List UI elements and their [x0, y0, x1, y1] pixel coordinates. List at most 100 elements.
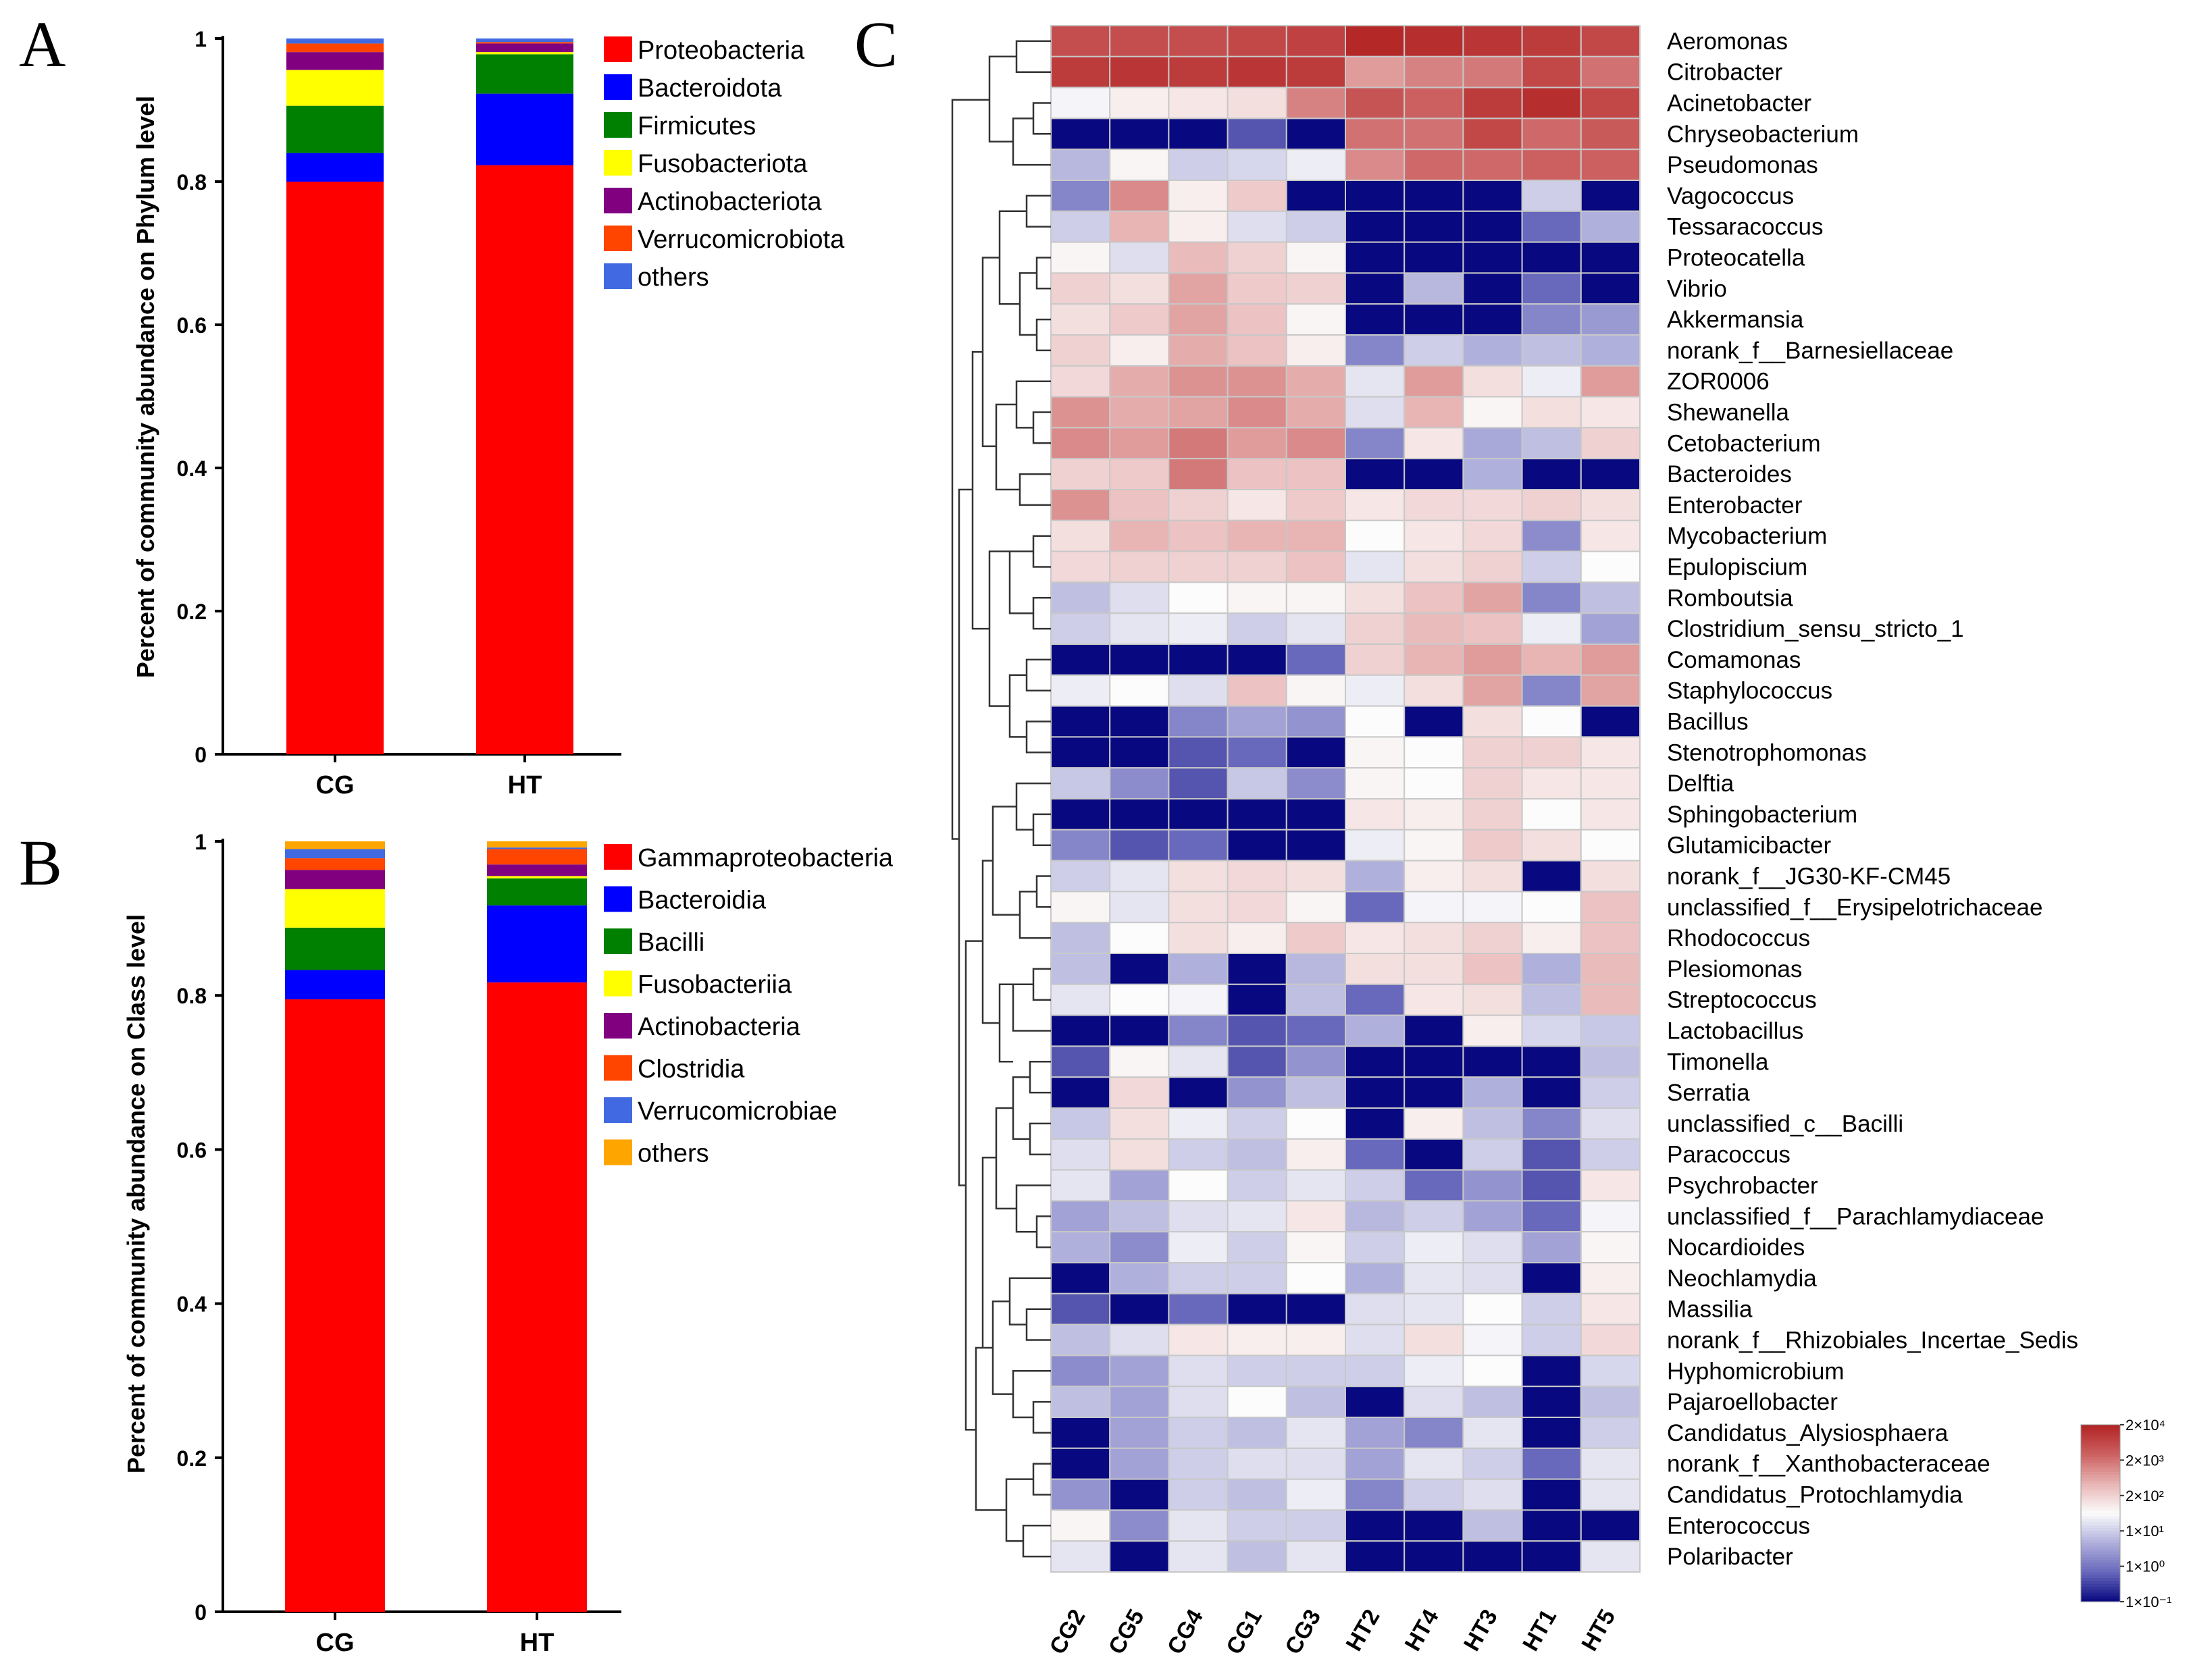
heatmap-cell: [1345, 1323, 1406, 1357]
heatmap-cell: [1345, 798, 1406, 831]
heatmap-cell: [1462, 334, 1523, 367]
heatmap-cell: [1521, 1045, 1582, 1078]
heatmap-cell: [1403, 1355, 1464, 1388]
heatmap-cell: [1521, 581, 1582, 614]
heatmap-cell: [1580, 1200, 1641, 1233]
genus-label: Stenotrophomonas: [1667, 739, 1867, 766]
heatmap-cell: [1580, 1447, 1641, 1480]
heatmap-cell: [1050, 612, 1111, 646]
heatmap-cell: [1285, 1292, 1347, 1325]
heatmap-cell: [1050, 1169, 1111, 1202]
heatmap-cell: [1403, 612, 1464, 646]
colorbar-segment: [2081, 1427, 2120, 1432]
genus-label: Pseudomonas: [1667, 152, 1818, 178]
genus-label: Hyphomicrobium: [1667, 1358, 1845, 1384]
phylum-y-axis-title: Percent of community abundance on Phylum…: [132, 96, 159, 678]
heatmap-cell: [1285, 1076, 1347, 1109]
heatmap-cell: [1285, 272, 1347, 305]
colorbar-segment: [2081, 1484, 2120, 1488]
heatmap-cell: [1345, 1200, 1406, 1233]
heatmap-cell: [1168, 489, 1229, 521]
bar-segment-HT-Bacteroidia: [487, 905, 587, 982]
heatmap-cell: [1109, 25, 1170, 57]
heatmap-cell: [1521, 612, 1582, 646]
heatmap-cell: [1580, 241, 1641, 274]
dendrogram-branch: [1025, 720, 1051, 754]
heatmap-cell: [1050, 272, 1111, 305]
heatmap-cell: [1109, 1200, 1170, 1233]
y-tick-label: 0: [195, 1600, 207, 1625]
colorbar-segment: [2081, 1575, 2120, 1579]
heatmap-cell: [1580, 272, 1641, 305]
heatmap-cell: [1285, 1262, 1347, 1294]
heatmap-cell: [1521, 1107, 1582, 1140]
heatmap-cell: [1227, 55, 1287, 88]
heatmap-cell: [1521, 396, 1582, 429]
colorbar-segment: [2081, 1578, 2120, 1582]
heatmap-cell: [1521, 798, 1582, 831]
colorbar-segment: [2081, 1434, 2120, 1438]
heatmap-cell: [1168, 1076, 1229, 1109]
heatmap-cell: [1168, 272, 1229, 305]
heatmap-cell: [1462, 798, 1523, 831]
heatmap-cell: [1580, 550, 1641, 583]
heatmap-cell: [1580, 55, 1641, 88]
heatmap-cell: [1168, 365, 1229, 398]
heatmap-cell: [1109, 1169, 1170, 1202]
heatmap-cell: [1285, 1478, 1347, 1511]
heatmap-cell: [1050, 644, 1111, 676]
heatmap-cell: [1050, 303, 1111, 336]
heatmap-cell: [1050, 829, 1111, 862]
legend-label: others: [638, 1140, 709, 1168]
dendrogram-branch: [1015, 1184, 1051, 1233]
heatmap-cell: [1285, 1509, 1347, 1542]
colorbar-segment: [2081, 1519, 2120, 1523]
heatmap-cell: [1109, 55, 1170, 88]
heatmap-cell: [1227, 767, 1287, 799]
legend-swatch: [604, 263, 632, 289]
dendrogram-branch: [1032, 968, 1051, 1001]
heatmap-cell: [1403, 458, 1464, 491]
heatmap-cell: [1168, 953, 1229, 985]
heatmap-cell: [1580, 1107, 1641, 1140]
heatmap-cell: [1345, 303, 1406, 336]
genus-label: norank_f__Xanthobacteraceae: [1667, 1451, 1990, 1477]
heatmap-cell: [1109, 1045, 1170, 1078]
heatmap-cell: [1109, 736, 1170, 769]
heatmap-cell: [1050, 396, 1111, 429]
heatmap-cell: [1168, 1447, 1229, 1480]
heatmap-cell: [1345, 1540, 1406, 1573]
genus-label: Romboutsia: [1667, 585, 1793, 611]
heatmap-cell: [1403, 334, 1464, 367]
heatmap-cell: [1109, 1540, 1170, 1573]
heatmap-cell: [1285, 705, 1347, 738]
y-tick-label: 0.2: [177, 1446, 207, 1471]
heatmap-cell: [1285, 180, 1347, 212]
heatmap-cell: [1462, 644, 1523, 676]
bar-segment-CG-Verrucomicrobiae: [285, 849, 385, 859]
colorbar-segment: [2081, 1513, 2120, 1517]
colorbar-segment: [2081, 1510, 2120, 1514]
heatmap-cell: [1109, 458, 1170, 491]
heatmap-cell: [1050, 1076, 1111, 1109]
heatmap-cell: [1285, 210, 1347, 243]
genus-label: Enterobacter: [1667, 492, 1803, 519]
heatmap-cell: [1462, 1231, 1523, 1263]
colorbar-segment: [2081, 1495, 2120, 1499]
heatmap-cell: [1580, 983, 1641, 1016]
heatmap-cell: [1521, 829, 1582, 862]
genus-label: norank_f__Rhizobiales_Incertae_Sedis: [1667, 1328, 2078, 1354]
bar-segment-CG-Bacilli: [285, 927, 385, 970]
heatmap-cell: [1050, 25, 1111, 57]
heatmap-cell: [1580, 1323, 1641, 1357]
heatmap-cell: [1521, 334, 1582, 367]
colorbar-segment: [2081, 1587, 2120, 1591]
heatmap-cell: [1227, 458, 1287, 491]
heatmap-cell: [1403, 1138, 1464, 1171]
bar-segment-HT-Firmicutes: [476, 54, 573, 94]
dendrogram-branch: [981, 1157, 996, 1349]
heatmap-cell: [1109, 303, 1170, 336]
heatmap-cell: [1521, 1447, 1582, 1480]
colorbar-segment: [2081, 1477, 2120, 1481]
genus-label: Serratia: [1667, 1080, 1750, 1106]
